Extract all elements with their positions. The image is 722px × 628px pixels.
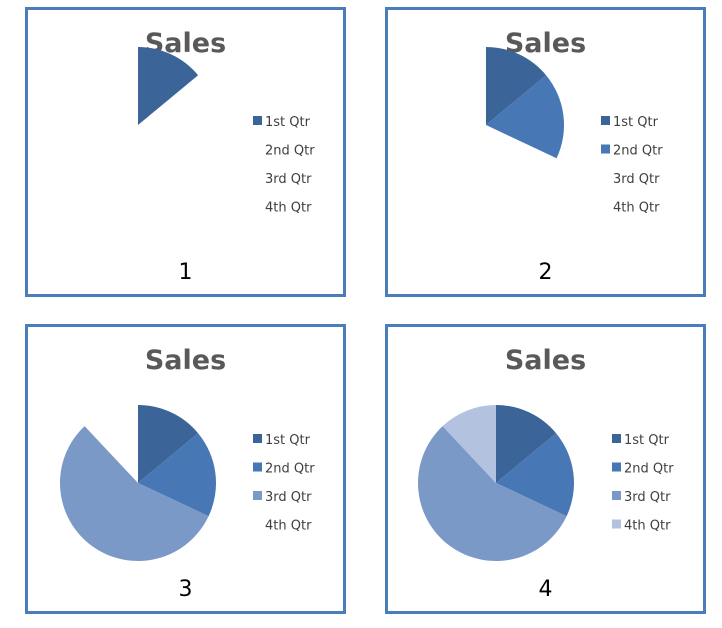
step-number: 3 <box>178 577 193 602</box>
legend-label: 2nd Qtr <box>265 144 315 159</box>
pie-chart: 1st Qtr 2nd Qtr 3rd Qtr 4th Qtr <box>486 47 663 216</box>
pie-slice-1 <box>138 405 199 483</box>
chart-panel-2: Sales 1st Qtr 2nd Qtr 3rd Qtr 4th Qtr 2 <box>385 7 706 297</box>
legend-label: 1st Qtr <box>624 433 670 448</box>
pie-slice-1 <box>486 47 547 125</box>
legend-label: 1st Qtr <box>265 433 311 448</box>
legend-swatch <box>253 116 262 125</box>
chart-title: Sales <box>504 345 587 376</box>
pie-slice-2 <box>138 433 217 517</box>
legend-swatch <box>253 462 262 472</box>
legend-swatch <box>612 462 621 472</box>
legend-swatch <box>612 434 621 443</box>
pie-slice-3 <box>418 426 567 562</box>
pie-slice-1 <box>496 405 557 483</box>
legend-label: 3rd Qtr <box>624 490 671 505</box>
pie-slice-2 <box>496 433 575 517</box>
legend-label: 3rd Qtr <box>613 172 660 187</box>
chart-title: Sales <box>504 28 587 59</box>
legend-swatch <box>253 434 262 443</box>
legend-label: 2nd Qtr <box>265 462 315 477</box>
legend-label: 3rd Qtr <box>265 172 312 187</box>
pie-slice-1 <box>138 47 199 125</box>
pie-chart: 1st Qtr 2nd Qtr 3rd Qtr 4th Qtr <box>138 47 315 216</box>
legend-label: 2nd Qtr <box>624 462 674 477</box>
legend-swatch <box>612 519 621 529</box>
pie-slice-3 <box>60 426 209 562</box>
legend-swatch <box>612 491 621 500</box>
legend-label: 3rd Qtr <box>265 490 312 505</box>
pie-slice-2 <box>486 75 565 159</box>
legend-swatch <box>253 491 262 500</box>
legend-label: 1st Qtr <box>265 115 311 130</box>
legend-swatch <box>601 144 610 154</box>
legend-label: 1st Qtr <box>613 115 659 130</box>
pie-chart: 1st Qtr 2nd Qtr 3rd Qtr 4th Qtr <box>418 405 674 562</box>
chart-panel-4: Sales 1st Qtr 2nd Qtr 3rd Qtr 4th Qtr 4 <box>385 324 706 614</box>
pie-slice-4 <box>442 405 496 483</box>
legend-label: 4th Qtr <box>613 201 660 216</box>
chart-panel-3: Sales 1st Qtr 2nd Qtr 3rd Qtr 4th Qtr 3 <box>25 324 346 614</box>
legend-label: 4th Qtr <box>265 201 312 216</box>
step-number: 4 <box>538 577 553 602</box>
chart-panel-1: Sales 1st Qtr 2nd Qtr 3rd Qtr 4th Qtr 1 <box>25 7 346 297</box>
legend-swatch <box>601 116 610 125</box>
step-number: 1 <box>178 260 193 285</box>
step-number: 2 <box>538 260 553 285</box>
pie-chart: 1st Qtr 2nd Qtr 3rd Qtr 4th Qtr <box>60 405 315 562</box>
legend-label: 4th Qtr <box>624 519 671 534</box>
chart-title: Sales <box>144 345 227 376</box>
legend-label: 2nd Qtr <box>613 144 663 159</box>
legend-label: 4th Qtr <box>265 519 312 534</box>
